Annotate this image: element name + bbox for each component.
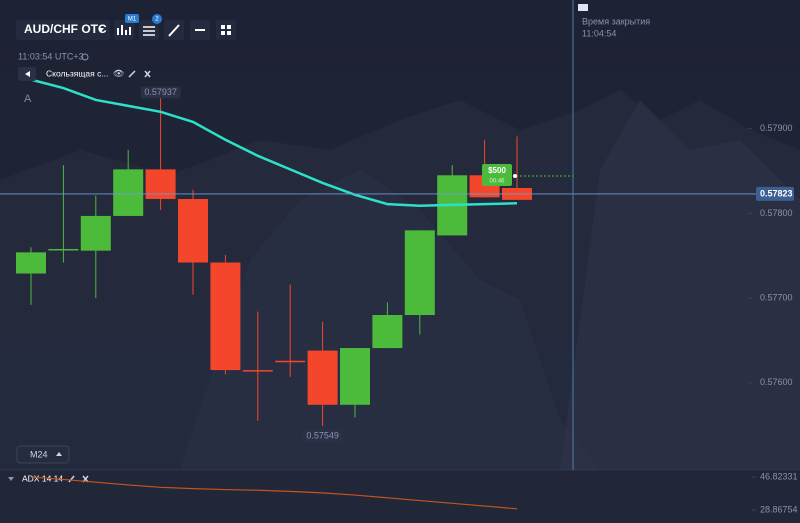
indicator-button[interactable]: A <box>24 93 32 105</box>
timeframe-badge <box>125 14 139 23</box>
candle-body <box>242 370 273 372</box>
layout-button[interactable] <box>216 20 236 40</box>
asset-selector[interactable] <box>16 20 110 40</box>
moving-average-line <box>30 78 518 208</box>
current-price-label: 0.57823 <box>760 188 793 198</box>
high-label: 0.57937 <box>144 87 177 97</box>
trade-badge <box>482 164 512 186</box>
candle-body <box>340 348 370 405</box>
trade-timer: 00:46 <box>489 179 505 185</box>
indicator-name: Скользящая с... <box>46 68 108 78</box>
adx-tick-label: 46.82331 <box>760 471 798 481</box>
timeframe-arrow <box>56 452 62 456</box>
candle-body <box>372 315 403 349</box>
adx-collapse <box>8 477 14 481</box>
trade-amount: $500 <box>488 166 506 175</box>
adx-edit <box>68 475 75 483</box>
edit-icon[interactable] <box>128 70 136 78</box>
low-label: 0.57549 <box>306 430 339 440</box>
candle-body <box>48 248 79 251</box>
dropdown-arrow <box>98 28 104 32</box>
y-tick-label: 0.57600 <box>760 377 793 387</box>
candle-body <box>275 360 306 363</box>
brush-icon <box>168 24 180 37</box>
asset-name[interactable]: AUD/CHF OTC <box>24 22 107 36</box>
candle-body <box>16 252 46 274</box>
timeframe-text[interactable]: M24 <box>30 449 48 459</box>
closing-label: Время закрытия <box>582 16 650 26</box>
candle-body <box>80 215 111 251</box>
low-label-box <box>302 429 343 442</box>
y-tick-label: 0.57900 <box>760 123 793 133</box>
high-label-box <box>140 86 181 99</box>
candle-body <box>404 230 435 316</box>
indicators-icon <box>143 26 155 36</box>
y-tick-label: 0.57800 <box>760 208 793 218</box>
collapse-arrow <box>25 71 30 77</box>
mountain-backdrop <box>560 100 800 470</box>
adx-tick-label: 28.86754 <box>760 504 798 514</box>
candle-body <box>113 169 144 216</box>
y-tick-label: 0.57700 <box>760 292 793 302</box>
remove-icon[interactable] <box>144 70 151 78</box>
flag-icon <box>578 4 588 11</box>
trade-dot <box>513 174 517 178</box>
chart-type-icon <box>117 25 131 35</box>
current-price-box <box>756 186 794 201</box>
candle-body <box>210 262 241 371</box>
visibility-icon[interactable]: 👁 <box>113 68 124 78</box>
indicators-badge <box>152 14 162 24</box>
server-time: 11:03:54 UTC+3 <box>18 51 84 61</box>
timeframe-button[interactable] <box>16 445 70 464</box>
candle-body <box>178 199 208 263</box>
timeframe-badge-text: M1 <box>128 17 137 23</box>
settings-icon[interactable] <box>81 53 89 61</box>
adx-line <box>30 476 518 510</box>
indicators-badge-text: 2 <box>155 17 159 23</box>
candle-body <box>307 350 338 405</box>
closing-time: 11:04:54 <box>582 28 616 38</box>
candle-body <box>145 169 176 200</box>
layout-icon <box>221 25 231 35</box>
